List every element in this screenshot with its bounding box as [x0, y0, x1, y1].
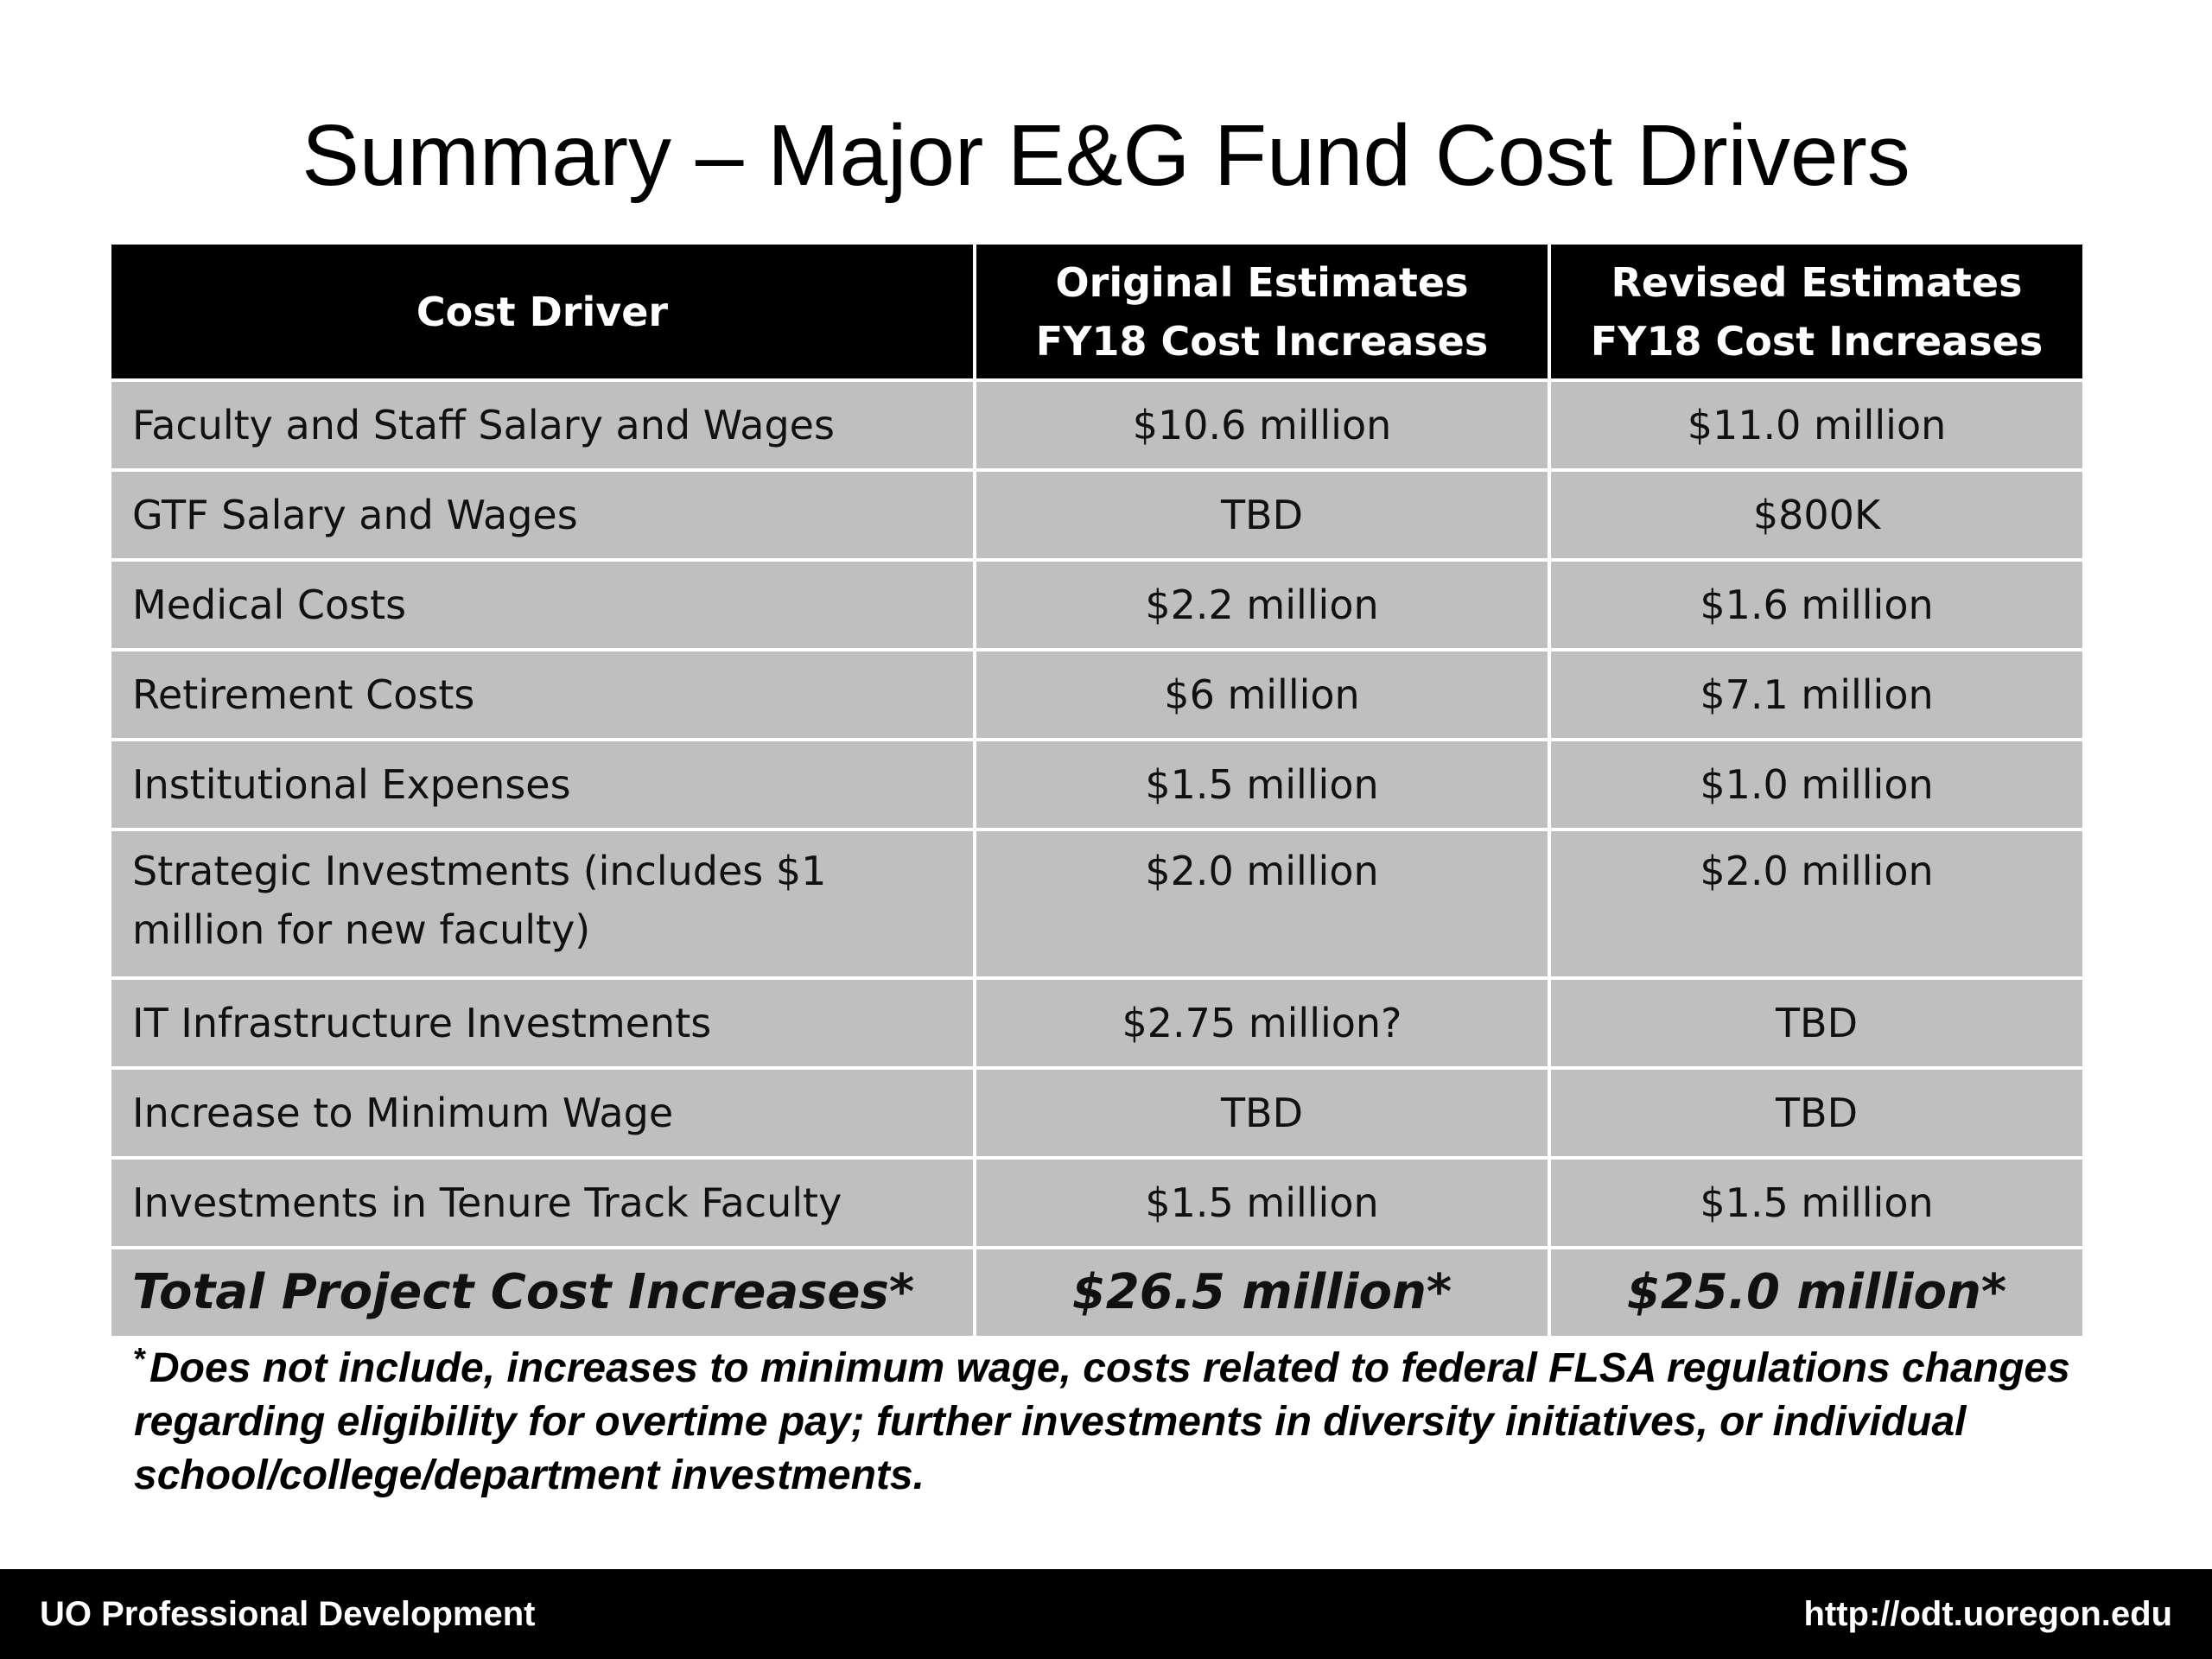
- cost-drivers-table: Cost Driver Original Estimates FY18 Cost…: [111, 245, 2082, 1336]
- revised-estimate-cell: $1.0 million: [1549, 740, 2082, 831]
- original-estimate-cell: $2.2 million: [975, 560, 1551, 652]
- cost-driver-cell: Retirement Costs: [111, 650, 976, 741]
- cost-driver-cell: IT Infrastructure Investments: [111, 978, 976, 1070]
- original-estimate-cell: TBD: [975, 1068, 1551, 1160]
- original-estimate-cell: $1.5 million: [975, 740, 1551, 831]
- cost-driver-cell: Faculty and Staff Salary and Wages: [111, 380, 976, 472]
- table-row: Investments in Tenure Track Faculty $1.5…: [111, 1158, 2082, 1249]
- header-original-line2: FY18 Cost Increases: [1035, 317, 1489, 365]
- original-estimate-cell: $1.5 million: [975, 1158, 1551, 1249]
- total-original-cell: $26.5 million*: [975, 1248, 1551, 1336]
- table-row: IT Infrastructure Investments $2.75 mill…: [111, 978, 2082, 1070]
- header-revised-estimates: Revised Estimates FY18 Cost Increases: [1549, 245, 2082, 382]
- table-row: Strategic Investments (includes $1 milli…: [111, 830, 2082, 980]
- original-estimate-cell: $6 million: [975, 650, 1551, 741]
- footnote-marker: *: [134, 1341, 147, 1376]
- cost-driver-cell: Medical Costs: [111, 560, 976, 652]
- header-revised-line1: Revised Estimates: [1611, 258, 2023, 306]
- revised-estimate-cell: $2.0 million: [1549, 830, 2082, 980]
- slide-title: Summary – Major E&G Fund Cost Drivers: [302, 107, 1910, 204]
- cost-driver-cell: Increase to Minimum Wage: [111, 1068, 976, 1160]
- header-original-estimates: Original Estimates FY18 Cost Increases: [975, 245, 1551, 382]
- total-revised-cell: $25.0 million*: [1549, 1248, 2082, 1336]
- revised-estimate-cell: $800K: [1549, 470, 2082, 562]
- total-row: Total Project Cost Increases* $26.5 mill…: [111, 1248, 2082, 1336]
- footer-organization: UO Professional Development: [40, 1595, 536, 1633]
- cost-driver-cell: GTF Salary and Wages: [111, 470, 976, 562]
- table-row: Faculty and Staff Salary and Wages $10.6…: [111, 380, 2082, 472]
- original-estimate-cell: TBD: [975, 470, 1551, 562]
- footnote: *Does not include, increases to minimum …: [134, 1342, 2078, 1503]
- total-label-cell: Total Project Cost Increases*: [111, 1248, 976, 1336]
- original-estimate-cell: $2.75 million?: [975, 978, 1551, 1070]
- revised-estimate-cell: $1.6 million: [1549, 560, 2082, 652]
- header-revised-line2: FY18 Cost Increases: [1590, 317, 2044, 365]
- cost-driver-cell: Institutional Expenses: [111, 740, 976, 831]
- cost-driver-cell: Strategic Investments (includes $1 milli…: [111, 830, 976, 980]
- header-original-line1: Original Estimates: [1055, 258, 1469, 306]
- cost-driver-cell: Investments in Tenure Track Faculty: [111, 1158, 976, 1249]
- revised-estimate-cell: $11.0 million: [1549, 380, 2082, 472]
- header-cost-driver: Cost Driver: [111, 245, 976, 382]
- footer-url: http://odt.uoregon.edu: [1803, 1595, 2172, 1633]
- original-estimate-cell: $2.0 million: [975, 830, 1551, 980]
- table-row: GTF Salary and Wages TBD $800K: [111, 470, 2082, 562]
- revised-estimate-cell: TBD: [1549, 978, 2082, 1070]
- table-header-row: Cost Driver Original Estimates FY18 Cost…: [111, 245, 2082, 382]
- original-estimate-cell: $10.6 million: [975, 380, 1551, 472]
- table-row: Increase to Minimum Wage TBD TBD: [111, 1068, 2082, 1160]
- revised-estimate-cell: $1.5 million: [1549, 1158, 2082, 1249]
- footer-bar: UO Professional Development http://odt.u…: [0, 1569, 2212, 1659]
- revised-estimate-cell: TBD: [1549, 1068, 2082, 1160]
- footnote-text: Does not include, increases to minimum w…: [134, 1345, 2070, 1498]
- header-cost-driver-label: Cost Driver: [416, 288, 669, 335]
- table-row: Medical Costs $2.2 million $1.6 million: [111, 560, 2082, 652]
- table-row: Institutional Expenses $1.5 million $1.0…: [111, 740, 2082, 831]
- table-row: Retirement Costs $6 million $7.1 million: [111, 650, 2082, 741]
- revised-estimate-cell: $7.1 million: [1549, 650, 2082, 741]
